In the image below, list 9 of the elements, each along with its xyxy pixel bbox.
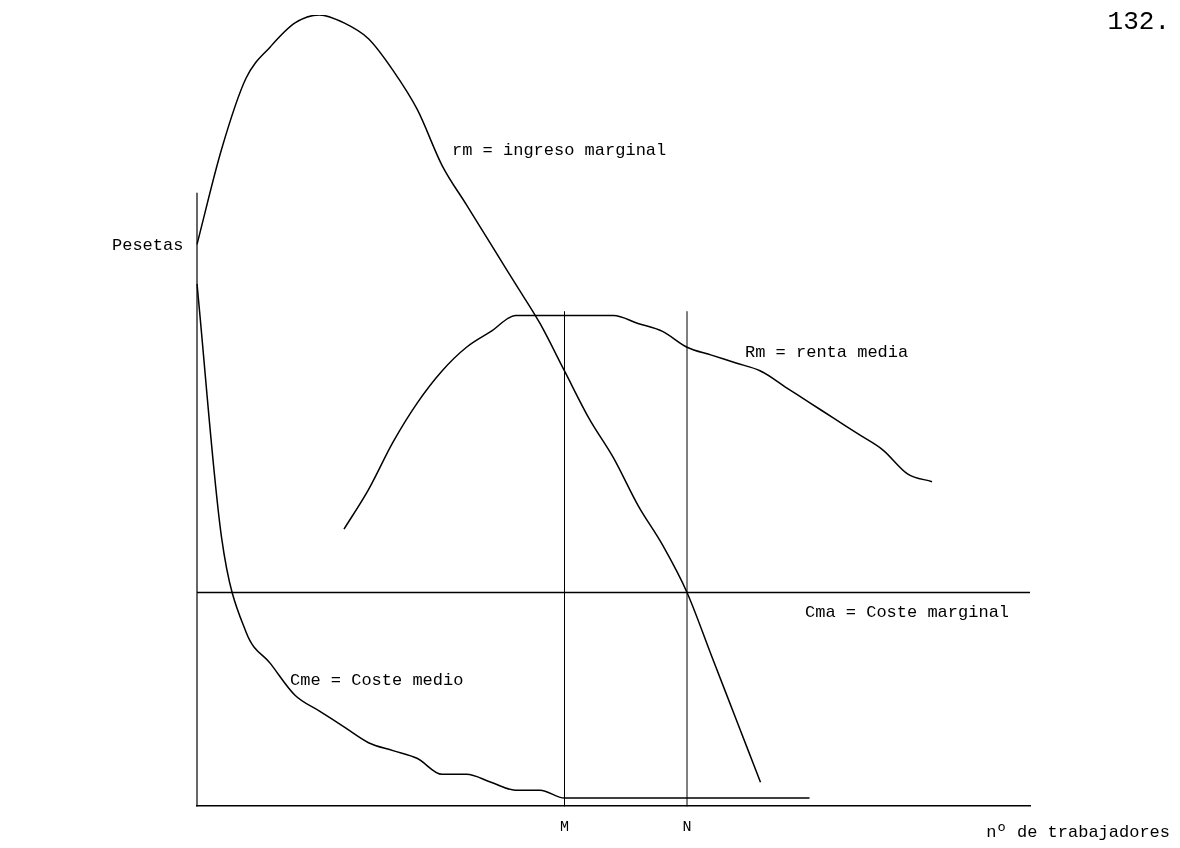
text: 132. (1107, 6, 1170, 37)
series-label: Cma = Coste marginal (805, 602, 1010, 622)
y-axis-title: Pesetas (112, 235, 184, 255)
series-label: Rm = renta media (745, 342, 909, 362)
x-tick-label: M (559, 818, 570, 836)
x-tick-label: N (682, 818, 692, 836)
series-label: rm = ingreso marginal (452, 140, 667, 160)
series-label: Cme = Coste medio (290, 670, 464, 690)
x-axis-title: nº de trabajadores (986, 822, 1170, 842)
